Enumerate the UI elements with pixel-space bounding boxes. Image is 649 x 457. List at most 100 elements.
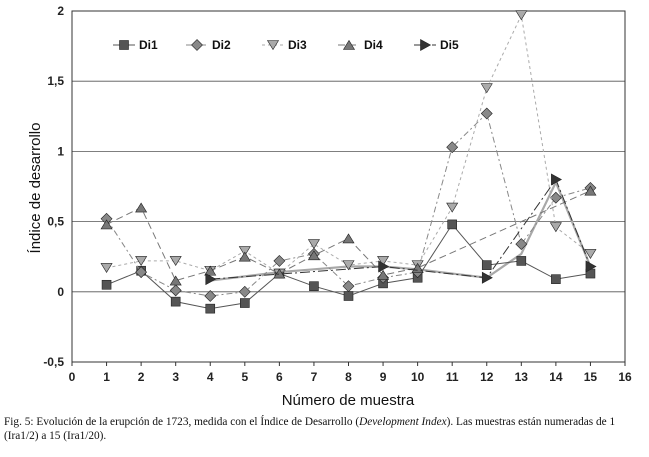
data-point-di1 [343,291,354,301]
data-point-di3 [135,256,148,266]
data-point-di3 [549,222,562,233]
data-point-di4 [100,219,113,230]
legend-item-di3: Di3 [262,38,307,52]
x-tick-label: 16 [618,370,632,384]
data-point-di3 [584,249,597,259]
data-point-di4 [377,269,390,280]
data-point-di4 [342,233,355,244]
data-point-di5 [551,173,562,186]
series-di2 [100,107,597,302]
trend-line [210,179,592,282]
y-tick-label: 2 [57,4,64,18]
series-line-di2 [106,112,591,297]
x-tick-label: 3 [172,370,179,384]
data-point-di5 [205,273,217,286]
data-point-di1 [551,274,561,284]
data-point-di2 [342,280,355,293]
x-tick-label: 13 [515,370,529,384]
series-line-di4 [106,190,591,282]
legend-label: Di1 [139,38,158,52]
legend-item-di1: Di1 [113,38,158,52]
x-axis-title: Número de muestra [282,392,415,409]
data-point-di2 [515,238,528,250]
legend-item-di5: Di5 [414,38,459,52]
x-tick-label: 4 [207,370,214,384]
data-point-di2 [135,266,148,279]
legend-label: Di3 [288,38,307,52]
y-tick-label: 1,5 [47,74,64,88]
data-point-di1 [101,279,112,290]
data-point-di3 [342,260,355,271]
x-tick-label: 1 [103,370,110,384]
y-tick-label: 0,5 [47,215,64,229]
data-point-di3 [169,256,182,266]
data-point-di2 [480,107,493,120]
data-point-di1 [170,296,181,307]
x-tick-label: 2 [138,370,145,384]
x-tick-label: 14 [549,370,563,384]
data-point-di3 [307,239,320,250]
data-point-di3 [515,10,528,21]
x-tick-label: 11 [446,370,459,384]
data-point-di2 [204,290,217,302]
chart: 0 1 2 3 4 5 6 7 8 9 10 11 12 13 14 15 16 -0,500,511,52 N… [27,4,632,409]
data-point-di4 [238,251,251,262]
y-axis-title: Índice de desarrollo [27,123,44,254]
data-point-di5 [378,260,390,273]
legend-marker [191,39,203,51]
data-point-di1 [205,303,216,314]
data-point-di2 [169,284,182,297]
data-point-di1 [240,298,250,308]
gridlines [72,10,625,363]
data-point-di5 [585,260,597,273]
data-point-di2 [273,254,286,267]
data-point-di3 [446,202,459,213]
x-tick-label: 6 [276,370,283,384]
data-point-di4 [584,185,597,196]
data-point-di1 [481,260,492,270]
data-point-di4 [169,275,182,286]
y-tick-label: 1 [57,144,64,158]
data-point-di4 [307,250,320,261]
data-point-di2 [238,285,251,298]
legend-marker [420,38,432,52]
series-di5 [205,173,597,286]
x-tick-label: 8 [345,370,352,384]
data-point-di2 [446,141,459,154]
x-tick-label: 9 [380,370,387,384]
caption-suffix: ). Las muestras están numeradas de 1 (Ir… [4,416,616,442]
data-point-di1 [516,256,527,266]
x-tick-label: 10 [411,370,425,384]
caption-italic: Development Index [359,416,447,428]
trend-polyline [210,179,592,282]
legend-label: Di2 [212,38,231,52]
series-group [100,10,597,314]
series-di4 [100,185,597,286]
y-tick-label: 0 [57,285,64,299]
figure-caption: Fig. 5: Evolución de la erupción de 1723… [4,415,644,443]
legend-marker [342,39,356,50]
y-tick-labels: -0,5 0 0,5 1 1,5 2 [43,4,64,369]
x-tick-labels: 0 1 2 3 4 5 6 7 8 9 10 11 12 13 14 15 16 [69,362,632,384]
legend-label: Di5 [440,38,459,52]
data-point-di1 [309,281,319,291]
x-tick-label: 12 [480,370,494,384]
data-point-di3 [480,83,493,94]
data-point-di3 [238,246,251,257]
x-tick-label: 7 [311,370,318,384]
legend-item-di2: Di2 [186,38,231,52]
data-point-di5 [481,271,493,284]
data-point-di3 [100,263,113,274]
legend-label: Di4 [364,38,383,52]
data-point-di4 [135,202,148,213]
x-tick-label: 0 [69,370,76,384]
data-point-di3 [377,256,390,266]
caption-prefix: Fig. 5: Evolución de la erupción de 1723… [4,416,360,428]
legend-item-di4: Di4 [338,38,383,52]
x-tick-label: 15 [584,370,598,384]
legend-marker [266,40,280,51]
legend-marker [119,40,129,50]
data-point-di4 [204,265,217,276]
x-tick-label: 5 [241,370,248,384]
plot-area-border [71,10,626,363]
